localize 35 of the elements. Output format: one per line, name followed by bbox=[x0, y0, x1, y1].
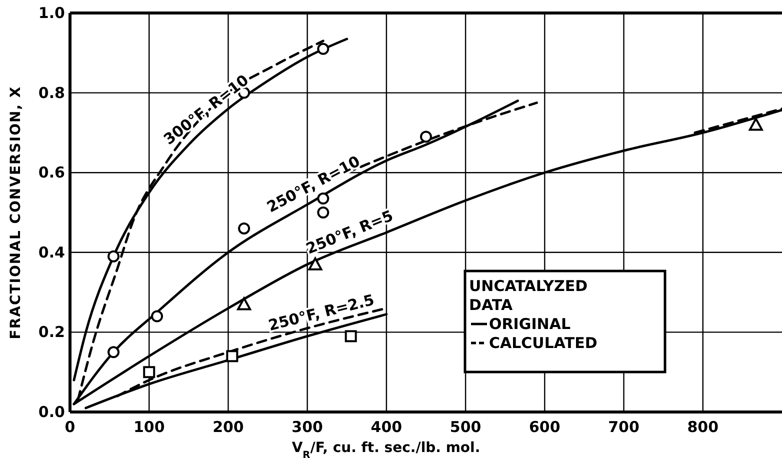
point bbox=[238, 222, 250, 234]
x-axis-title: V$_{R}$/F, cu. ft. sec./lb. mol. bbox=[292, 440, 480, 458]
annotation: 250°F, R=2.5 bbox=[266, 290, 376, 334]
x-tick-label: 100 bbox=[133, 418, 165, 436]
point bbox=[108, 250, 120, 262]
point bbox=[151, 310, 164, 322]
x-tick-label: 700 bbox=[608, 418, 640, 436]
x-tick-label: 300 bbox=[292, 418, 323, 436]
point bbox=[308, 257, 322, 270]
y-tick-label: 0.4 bbox=[38, 243, 65, 262]
y-tick-label: 0.0 bbox=[38, 403, 65, 421]
x-tick-label: 800 bbox=[687, 418, 719, 436]
x-tick-label: 500 bbox=[450, 418, 482, 436]
point bbox=[143, 366, 156, 378]
legend-label: ORIGINAL bbox=[489, 315, 571, 333]
x-tick-label: 600 bbox=[529, 418, 560, 436]
point bbox=[226, 350, 238, 362]
point bbox=[748, 118, 763, 131]
x-tick-label: 200 bbox=[212, 418, 244, 436]
y-tick-label: 0.6 bbox=[38, 164, 65, 182]
point bbox=[317, 206, 330, 218]
point bbox=[317, 192, 330, 205]
x-tick-label: 0 bbox=[64, 418, 76, 436]
legend-label: CALCULATED bbox=[489, 334, 598, 352]
point bbox=[317, 42, 330, 55]
point bbox=[237, 297, 252, 310]
legend-title: UNCATALYZED DATA bbox=[469, 277, 588, 314]
y-axis-title: FRACTIONAL CONVERSION, X bbox=[8, 86, 24, 340]
point bbox=[344, 330, 357, 342]
y-tick-label: 0.8 bbox=[38, 84, 65, 102]
y-tick-label: 0.2 bbox=[38, 323, 65, 342]
point bbox=[108, 346, 120, 358]
point bbox=[420, 130, 432, 143]
x-tick-label: 400 bbox=[370, 418, 402, 436]
y-tick-label: 1.0 bbox=[38, 4, 65, 22]
